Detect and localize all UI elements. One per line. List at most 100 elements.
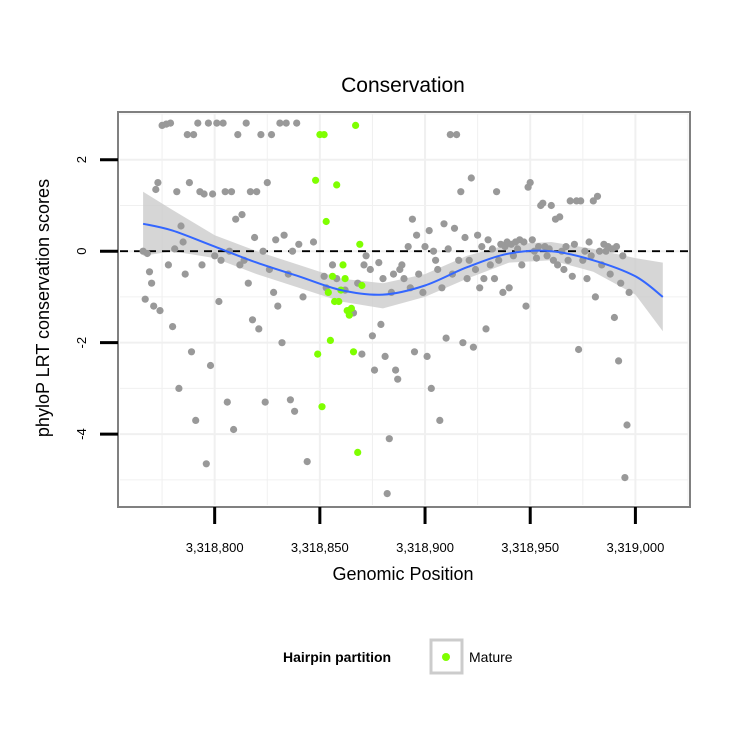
point-other — [309, 238, 318, 246]
point-mature — [312, 176, 320, 184]
point-mature — [322, 217, 330, 226]
point-other — [617, 279, 625, 287]
y-axis-title: phyloP LRT conservation scores — [33, 179, 53, 437]
point-other — [362, 252, 370, 260]
point-other — [267, 131, 276, 139]
chart-title: Conservation — [341, 74, 465, 97]
point-other — [486, 261, 494, 269]
point-other — [476, 284, 484, 292]
plot-panel — [117, 111, 691, 508]
point-other — [490, 275, 499, 283]
legend-key-mature — [442, 653, 450, 661]
point-other — [244, 279, 252, 287]
point-other — [568, 272, 576, 280]
point-mature — [339, 261, 347, 269]
point-other — [547, 201, 555, 210]
panel-border — [117, 111, 691, 508]
point-mature — [356, 240, 364, 248]
point-other — [255, 325, 263, 333]
point-other — [596, 247, 604, 255]
point-other — [587, 252, 595, 260]
point-mature — [314, 350, 322, 358]
point-other — [242, 119, 250, 127]
point-other — [154, 179, 162, 187]
point-other — [200, 190, 208, 198]
point-other — [610, 313, 619, 322]
point-other — [293, 119, 301, 127]
point-other — [141, 295, 149, 303]
point-mature — [326, 336, 334, 344]
point-other — [278, 339, 286, 347]
point-other — [209, 190, 217, 198]
point-other — [261, 398, 269, 406]
point-other — [238, 211, 246, 219]
point-other — [223, 398, 231, 406]
point-other — [480, 275, 488, 283]
point-other — [562, 243, 570, 251]
point-other — [360, 261, 368, 269]
point-other — [625, 288, 633, 296]
y-tick-label: 0 — [74, 248, 89, 255]
point-other — [453, 131, 461, 139]
point-other — [383, 490, 391, 498]
y-tick-label: 2 — [74, 156, 89, 163]
point-other — [400, 275, 408, 283]
point-other — [145, 268, 154, 276]
point-mature — [333, 181, 341, 189]
point-other — [457, 188, 465, 196]
point-other — [459, 339, 467, 347]
point-other — [389, 270, 398, 278]
point-other — [619, 252, 627, 260]
point-other — [581, 247, 589, 255]
x-tick-label: 3,318,950 — [501, 540, 559, 555]
point-other — [535, 243, 543, 251]
point-other — [204, 119, 212, 127]
point-other — [169, 323, 177, 331]
point-other — [236, 261, 244, 269]
point-other — [381, 352, 389, 360]
point-other — [520, 238, 528, 246]
point-other — [410, 348, 419, 356]
point-other — [272, 236, 280, 244]
point-other — [206, 361, 215, 370]
point-other — [425, 227, 433, 235]
point-other — [436, 416, 444, 424]
point-other — [440, 220, 448, 228]
point-other — [217, 256, 225, 264]
point-other — [415, 270, 423, 278]
point-other — [320, 272, 328, 280]
point-other — [577, 197, 585, 205]
point-other — [543, 252, 551, 260]
point-other — [215, 297, 223, 306]
point-other — [408, 215, 416, 223]
point-other — [156, 307, 164, 315]
point-other — [257, 131, 265, 139]
point-other — [623, 421, 631, 429]
point-other — [522, 302, 530, 310]
point-other — [263, 179, 271, 187]
point-other — [413, 231, 421, 239]
point-other — [404, 243, 412, 251]
point-other — [173, 188, 181, 196]
point-other — [606, 270, 614, 278]
legend: Hairpin partition Mature — [283, 638, 513, 675]
point-other — [274, 302, 282, 310]
point-mature — [347, 304, 355, 312]
point-other — [560, 265, 568, 274]
point-other — [253, 188, 261, 196]
point-other — [368, 332, 376, 340]
point-other — [575, 345, 583, 354]
point-other — [615, 357, 623, 365]
point-other — [505, 284, 513, 292]
point-other — [379, 275, 387, 283]
point-other — [465, 256, 473, 264]
point-other — [190, 131, 198, 139]
point-other — [488, 245, 496, 253]
point-other — [219, 119, 227, 127]
point-other — [499, 288, 507, 296]
x-tick-label: 3,318,800 — [186, 540, 244, 555]
y-tick-label: -2 — [74, 337, 89, 349]
point-other — [427, 384, 435, 392]
point-other — [370, 366, 379, 374]
point-other — [549, 256, 558, 264]
